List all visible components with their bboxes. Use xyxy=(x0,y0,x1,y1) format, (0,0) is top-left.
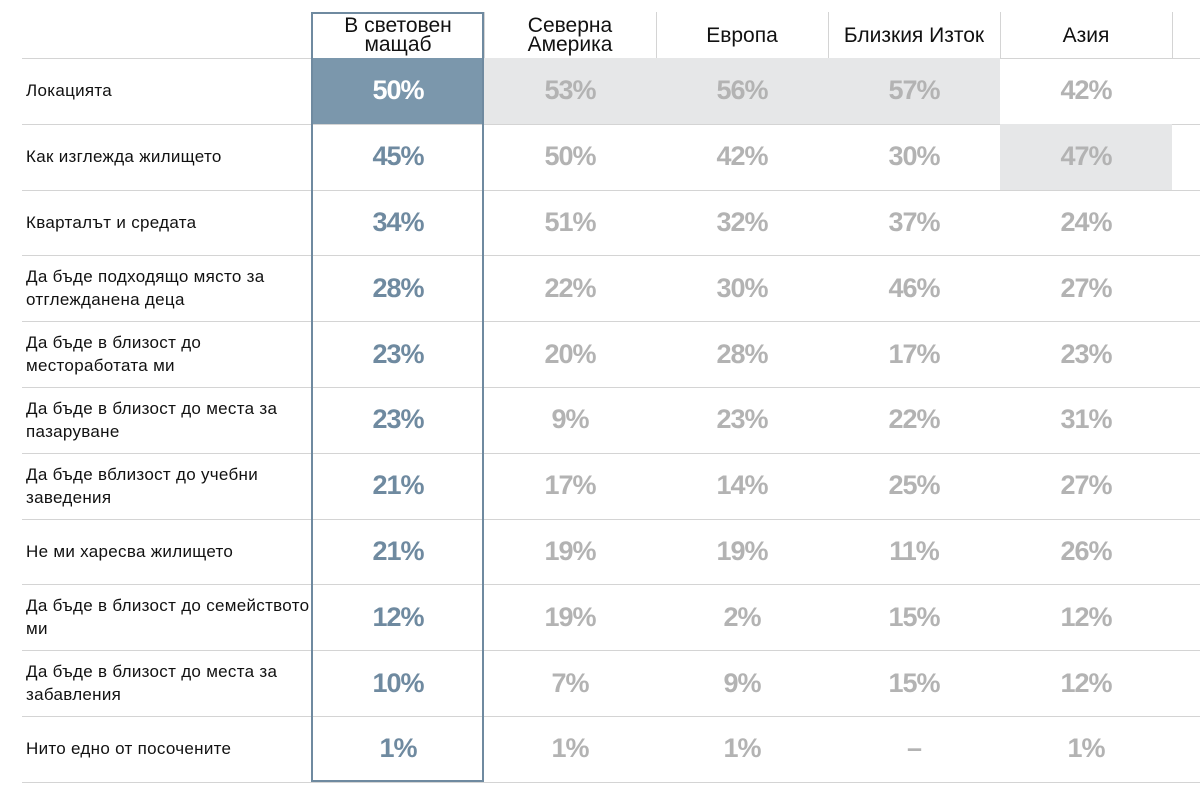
row-label: Да бъде вблизост до учебни заведения xyxy=(26,464,259,507)
value-cell: 30% xyxy=(716,272,768,303)
value-cell: 11% xyxy=(889,535,940,566)
value-cell: 23% xyxy=(372,338,424,369)
value-cell: 7% xyxy=(551,667,589,698)
value-cell: 24% xyxy=(1060,206,1112,237)
value-cell: 9% xyxy=(551,404,589,435)
value-cell: 1% xyxy=(551,733,589,764)
value-cell: 12% xyxy=(1060,601,1112,632)
value-cell: 50% xyxy=(312,58,484,124)
row-label: Да бъде в близост до месторaботата ми xyxy=(26,333,202,376)
value-cell: 42% xyxy=(1060,75,1112,106)
column-header: Азия xyxy=(1062,23,1110,47)
value-cell: 1% xyxy=(379,733,417,764)
value-cell: 21% xyxy=(372,470,424,501)
value-cell: 27% xyxy=(1060,470,1112,501)
value-cell: 25% xyxy=(888,470,940,501)
value-cell: 28% xyxy=(716,338,768,369)
row-label: Да бъде подходящо място за отглежданена … xyxy=(26,267,265,310)
value-cell: 2% xyxy=(723,601,761,632)
column-header: Северна Америка xyxy=(527,14,613,56)
value-cell: 26% xyxy=(1060,535,1112,566)
value-cell: 27% xyxy=(1060,272,1112,303)
row-label: Да бъде в близост до семейството ми xyxy=(26,596,310,639)
value-cell: 12% xyxy=(1060,667,1112,698)
row-label: Не ми харесва жилището xyxy=(26,541,234,561)
value-cell: 23% xyxy=(1060,338,1112,369)
value-cell: 37% xyxy=(888,206,940,237)
row-divider xyxy=(22,584,1200,586)
value-cell: 56% xyxy=(656,58,828,124)
row-divider xyxy=(22,255,1200,257)
value-cell: 30% xyxy=(888,141,940,172)
value-cell: 15% xyxy=(888,601,940,632)
value-cell: 31% xyxy=(1060,404,1112,435)
row-label: Да бъде в близост до места за пазаруване xyxy=(26,398,278,441)
row-divider xyxy=(22,452,1200,454)
value-cell: 23% xyxy=(372,404,424,435)
value-cell: 21% xyxy=(372,535,424,566)
value-cell: 51% xyxy=(544,206,596,237)
row-label: Да бъде в близост до места за забавления xyxy=(26,662,278,705)
value-cell: 47% xyxy=(1000,123,1172,190)
row-divider xyxy=(22,716,1200,717)
value-cell: 34% xyxy=(372,206,424,237)
value-cell: 15% xyxy=(888,667,940,698)
value-cell: – xyxy=(906,733,922,764)
row-divider xyxy=(22,123,1200,125)
value-cell: 53% xyxy=(484,58,656,124)
column-header: В световен мащаб xyxy=(344,14,452,56)
value-cell: 42% xyxy=(716,141,768,172)
value-cell: 14% xyxy=(716,470,768,501)
value-cell: 50% xyxy=(544,141,596,172)
value-cell: 32% xyxy=(716,206,768,237)
value-cell: 1% xyxy=(723,733,761,764)
value-cell: 9% xyxy=(723,667,761,698)
value-cell: 20% xyxy=(544,338,596,369)
row-label: Локацията xyxy=(26,81,113,101)
value-cell: 23% xyxy=(716,404,768,435)
column-header: Близкия Изток xyxy=(843,23,985,47)
row-divider xyxy=(22,321,1200,323)
value-cell: 22% xyxy=(888,404,940,435)
row-label: Нито едно от посочените xyxy=(26,739,232,759)
column-header: Европа xyxy=(706,23,778,47)
value-cell: 17% xyxy=(544,470,596,501)
column-divider xyxy=(1000,12,1001,58)
row-divider xyxy=(22,189,1200,191)
column-divider xyxy=(1172,12,1173,58)
row-divider xyxy=(22,387,1200,388)
column-divider xyxy=(656,12,657,58)
value-cell: 12% xyxy=(372,601,424,632)
value-cell: 17% xyxy=(888,338,940,369)
value-cell: 19% xyxy=(716,535,768,566)
column-divider xyxy=(828,12,829,58)
column-divider xyxy=(484,12,485,58)
row-divider xyxy=(22,518,1200,520)
value-cell: 19% xyxy=(544,535,596,566)
value-cell: 10% xyxy=(372,667,424,698)
value-cell: 46% xyxy=(888,272,940,303)
value-cell: 22% xyxy=(544,272,596,303)
value-cell: 57% xyxy=(828,58,1000,124)
value-cell: 19% xyxy=(544,601,596,632)
row-divider xyxy=(22,650,1200,652)
value-cell: 28% xyxy=(372,272,424,303)
value-cell: 1% xyxy=(1067,733,1105,764)
row-divider xyxy=(22,781,1200,783)
row-label: Кварталът и средата xyxy=(26,212,197,232)
value-cell: 45% xyxy=(372,141,424,172)
row-label: Как изглежда жилището xyxy=(26,147,222,167)
